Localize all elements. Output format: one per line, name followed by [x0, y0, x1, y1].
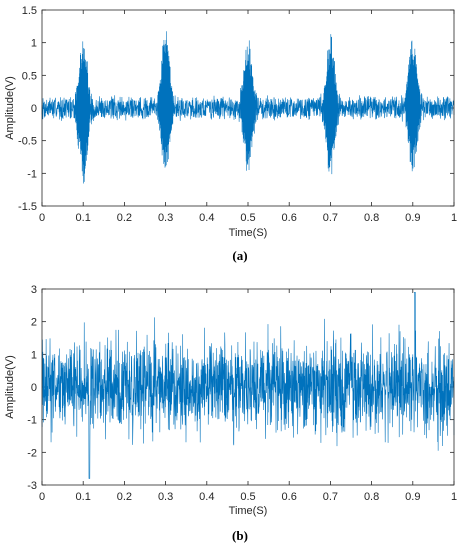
x-tick-label-a: 1	[451, 212, 457, 224]
y-tick-label-b: -2	[27, 447, 37, 459]
axis-ticks-a: 0 0.1 0.2 0.3 0.4 0.5 0.6 0.7 0.8 0.9 1 -1.5 -1 -0.5 0…	[18, 5, 457, 224]
x-tick-label-a: 0.4	[199, 212, 214, 224]
x-tick-label-b: 0.8	[364, 491, 379, 503]
axes-frame-b	[41, 288, 455, 486]
y-tick-label-b: 0	[31, 382, 37, 394]
x-tick-label-b: 0.9	[405, 491, 420, 503]
chart-a: 0 0.1 0.2 0.3 0.4 0.5 0.6 0.7 0.8 0.9 1 -1.5 -1 -0.5 0…	[4, 5, 457, 263]
x-tick-label-b: 0.7	[323, 491, 338, 503]
x-tick-label-b: 0.4	[199, 491, 214, 503]
y-axis-label-a: Amplitude(V)	[4, 76, 16, 140]
x-tick-label-a: 0.1	[76, 212, 91, 224]
panel-caption-a: (a)	[232, 248, 247, 263]
x-axis-label-a: Time(S)	[229, 227, 268, 239]
x-tick-label-a: 0.3	[158, 212, 173, 224]
x-tick-label-b: 1	[451, 491, 457, 503]
x-tick-label-a: 0.7	[323, 212, 338, 224]
x-tick-label-b: 0.1	[76, 491, 91, 503]
signal-line-a	[41, 31, 455, 184]
y-tick-label-a: -1	[27, 168, 37, 180]
signal-line-b	[41, 291, 455, 479]
x-tick-label-b: 0.5	[240, 491, 255, 503]
y-tick-label-a: 1	[31, 38, 37, 50]
y-tick-label-b: 1	[31, 349, 37, 361]
panel-caption-b: (b)	[232, 528, 248, 543]
y-tick-label-b: 2	[31, 317, 37, 329]
axes-frame-a	[41, 9, 455, 207]
y-tick-label-b: 3	[31, 284, 37, 296]
x-tick-label-a: 0.9	[405, 212, 420, 224]
x-tick-label-a: 0	[39, 212, 45, 224]
x-axis-label-b: Time(S)	[229, 505, 268, 517]
x-tick-label-a: 0.5	[240, 212, 255, 224]
x-tick-label-b: 0	[39, 491, 45, 503]
chart-b: 0 0.1 0.2 0.3 0.4 0.5 0.6 0.7 0.8 0.9 1-3-2-10123 …	[4, 284, 457, 543]
x-tick-label-a: 0.2	[117, 212, 132, 224]
y-tick-label-b: -3	[27, 480, 37, 492]
y-tick-label-a: -1.5	[18, 201, 37, 213]
axis-ticks-b: 0 0.1 0.2 0.3 0.4 0.5 0.6 0.7 0.8 0.9 1 -3 -2 -1 0 1 2 3	[27, 284, 457, 503]
y-axis-label-b: Amplitude(V)	[4, 355, 16, 419]
y-tick-label-a: -0.5	[18, 136, 37, 148]
y-tick-label-a: 0.5	[22, 70, 37, 82]
y-tick-label-a: 0	[31, 103, 37, 115]
x-tick-label-a: 0.6	[282, 212, 297, 224]
y-tick-label-a: 1.5	[22, 5, 37, 17]
x-tick-label-a: 0.8	[364, 212, 379, 224]
x-tick-label-b: 0.3	[158, 491, 173, 503]
x-tick-label-b: 0.2	[117, 491, 132, 503]
y-tick-label-b: -1	[27, 415, 37, 427]
x-tick-label-b: 0.6	[282, 491, 297, 503]
